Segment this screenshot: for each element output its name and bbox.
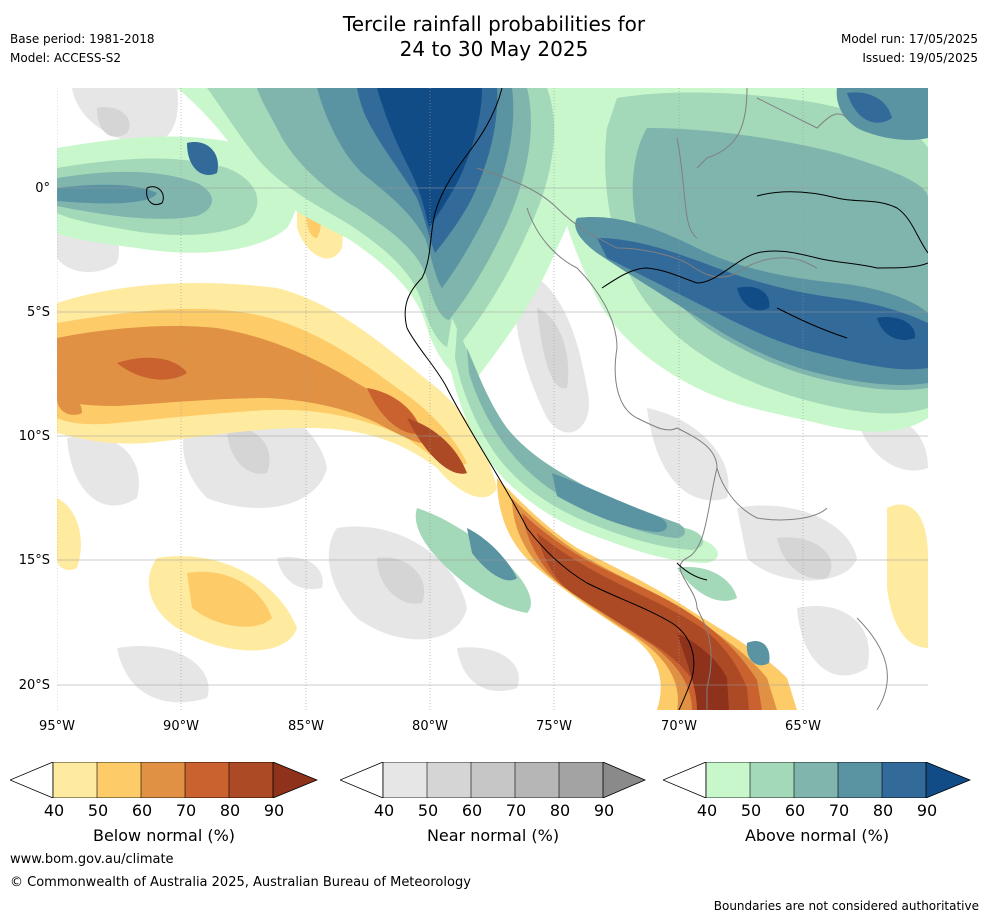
lat-label-10s: 10°S — [18, 429, 50, 444]
colorbar-near-bin-2 — [427, 762, 471, 798]
model-run: Model run: 17/05/2025 — [840, 32, 978, 46]
colorbar-below-bin-2 — [97, 762, 141, 798]
colorbar-above-max-arrow — [926, 762, 970, 798]
model-name: Model: ACCESS-S2 — [10, 51, 122, 65]
colorbar-below-bin-1 — [53, 762, 97, 798]
lat-label-0: 0° — [35, 181, 50, 196]
footer-disclaimer: Boundaries are not considered authoritat… — [713, 899, 979, 913]
tick-label: 90 — [263, 801, 285, 820]
colorbar-near-bin-1 — [383, 762, 427, 798]
tick-label: 70 — [828, 801, 850, 820]
tick-label: 70 — [175, 801, 197, 820]
tick-label: 50 — [87, 801, 109, 820]
colorbar-above-bin-1 — [706, 762, 750, 798]
colorbar-above — [663, 762, 971, 798]
tick-label: 70 — [505, 801, 527, 820]
colorbar-above-bin-3 — [794, 762, 838, 798]
country-borders — [476, 88, 888, 710]
lon-label-80w: 80°W — [412, 719, 448, 734]
title-line-2: 24 to 30 May 2025 — [399, 37, 589, 61]
tick-label: 40 — [43, 801, 65, 820]
footer-url: www.bom.gov.au/climate — [10, 852, 174, 867]
lon-label-90w: 90°W — [163, 719, 199, 734]
below-normal-areas — [57, 106, 928, 710]
lon-label-95w: 95°W — [39, 719, 75, 734]
tick-label: 60 — [784, 801, 806, 820]
map-canvas — [57, 88, 928, 710]
lat-label-5s: 5°S — [26, 305, 50, 320]
colorbar-near — [340, 762, 646, 798]
colorbar-below-bin-4 — [185, 762, 229, 798]
colorbar-below-min-arrow — [10, 762, 54, 798]
colorbar-near-bin-5 — [559, 762, 603, 798]
colorbar-near-bin-4 — [515, 762, 559, 798]
colorbar-above-bin-2 — [750, 762, 794, 798]
tick-label: 50 — [740, 801, 762, 820]
tick-label: 40 — [696, 801, 718, 820]
tick-label: 80 — [872, 801, 894, 820]
footer-copyright: © Commonwealth of Australia 2025, Austra… — [10, 875, 471, 890]
legend-above-label: Above normal (%) — [744, 826, 890, 845]
tick-label: 60 — [131, 801, 153, 820]
colorbar-above-min-arrow — [663, 762, 707, 798]
legend-near-label: Near normal (%) — [426, 826, 560, 845]
tick-label: 60 — [461, 801, 483, 820]
coastline — [146, 88, 928, 710]
map-title: Tercile rainfall probabilities for 24 to… — [0, 12, 988, 62]
probability-map — [57, 88, 928, 710]
tick-label: 90 — [916, 801, 938, 820]
lon-label-65w: 65°W — [785, 719, 821, 734]
colorbar-near-min-arrow — [340, 762, 384, 798]
legend-below-label: Below normal (%) — [92, 826, 236, 845]
colorbar-above-bin-4 — [838, 762, 882, 798]
title-line-1: Tercile rainfall probabilities for — [342, 12, 646, 36]
colorbar-above-bin-5 — [882, 762, 926, 798]
lat-label-20s: 20°S — [18, 678, 50, 693]
lon-label-85w: 85°W — [288, 719, 324, 734]
colorbar-below-bin-3 — [141, 762, 185, 798]
colorbar-near-bin-3 — [471, 762, 515, 798]
tick-label: 80 — [219, 801, 241, 820]
tick-label: 90 — [593, 801, 615, 820]
colorbar-below-max-arrow — [273, 762, 317, 798]
tick-label: 80 — [549, 801, 571, 820]
lat-label-15s: 15°S — [18, 553, 50, 568]
issued-date: Issued: 19/05/2025 — [862, 51, 978, 65]
lon-label-70w: 70°W — [661, 719, 697, 734]
tick-label: 40 — [373, 801, 395, 820]
colorbar-near-max-arrow — [603, 762, 645, 798]
base-period: Base period: 1981-2018 — [10, 32, 155, 46]
gridlines — [57, 88, 928, 710]
tick-label: 50 — [417, 801, 439, 820]
lon-label-75w: 75°W — [536, 719, 572, 734]
colorbar-below-bin-5 — [229, 762, 273, 798]
colorbar-below — [10, 762, 318, 798]
